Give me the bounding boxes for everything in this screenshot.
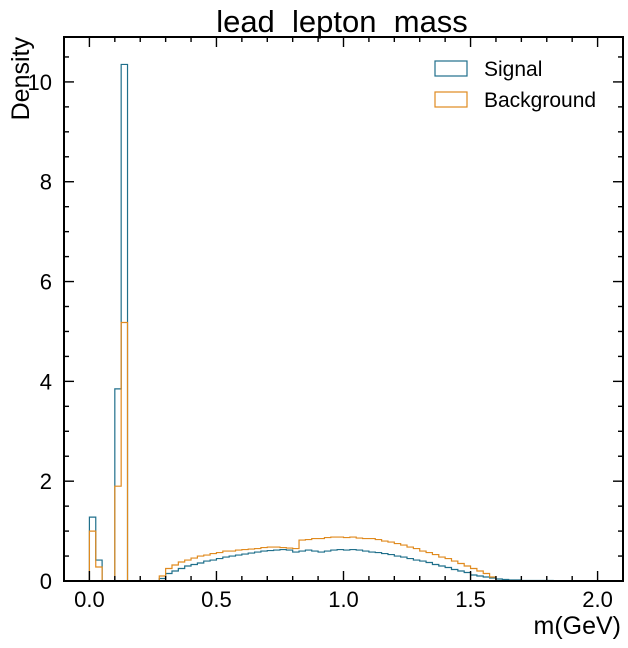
y-axis-label: Density — [7, 37, 35, 121]
x-axis-label: m(GeV) — [534, 612, 622, 640]
y-tick-label: 10 — [28, 70, 52, 95]
y-tick-label: 2 — [40, 469, 52, 494]
legend-background-label: Background — [484, 89, 596, 112]
x-tick-label: 0.5 — [201, 587, 232, 612]
series-background-histogram — [88, 321, 560, 582]
x-tick-label: 1.5 — [455, 587, 486, 612]
y-tick-label: 8 — [40, 170, 52, 195]
x-tick-label: 2.0 — [582, 587, 613, 612]
y-tick-label: 0 — [40, 569, 52, 594]
legend: Signal Background — [434, 58, 596, 112]
plot-area: 0.0 0.5 1.0 1.5 2.0 0 2 4 6 8 10 — [28, 36, 624, 612]
plot-frame — [63, 36, 624, 582]
legend-signal-label: Signal — [484, 58, 542, 81]
chart-title: lead_lepton_mass — [216, 4, 468, 39]
series-signal-histogram — [88, 63, 560, 582]
legend-signal-swatch — [434, 60, 468, 77]
y-tick-label: 6 — [40, 270, 52, 295]
x-tick-label: 0.0 — [74, 587, 105, 612]
x-tick-label: 1.0 — [328, 587, 359, 612]
y-tick-label: 4 — [40, 369, 52, 394]
legend-background-swatch — [434, 91, 468, 108]
